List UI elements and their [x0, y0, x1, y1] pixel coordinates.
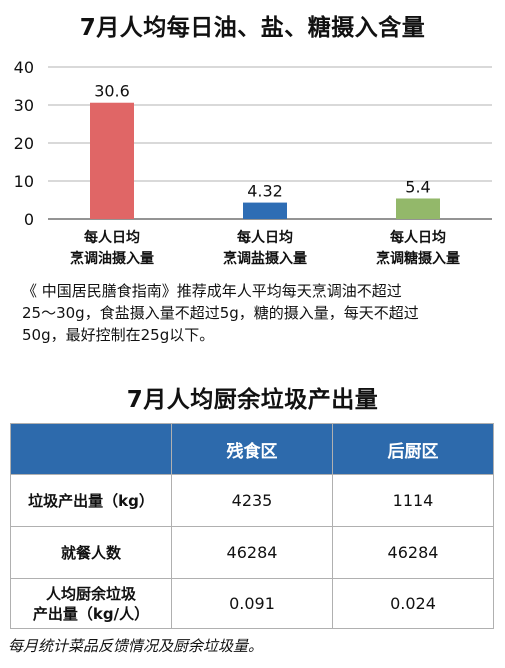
row-label-per-capita-line-1: 人均厨余垃圾 [45, 584, 136, 603]
note-line-3: 50g，最好控制在25g以下。 [22, 326, 215, 344]
y-tick-label: 10 [14, 172, 34, 191]
table-title: 7月人均厨余垃圾产出量 [126, 387, 379, 413]
footer-caption: 每月统计菜品反馈情况及厨余垃圾量。 [8, 637, 264, 655]
table-header-back-kitchen: 后厨区 [332, 423, 494, 475]
y-tick-label: 40 [14, 58, 34, 77]
row-label-per-capita: 人均厨余垃圾 产出量（kg/人） [10, 578, 172, 629]
dietary-guideline-note: 《 中国居民膳食指南》推荐成年人平均每天烹调油不超过 25～30g，食盐摄入量不… [22, 280, 487, 346]
table-cell: 46284 [171, 526, 333, 579]
x-tick-label: 烹调糖摄入量 [376, 250, 460, 267]
table-row: 人均厨余垃圾 产出量（kg/人） 0.091 0.024 [10, 578, 494, 629]
data-label: 5.4 [405, 177, 430, 196]
y-tick-label: 30 [14, 96, 34, 115]
table-cell: 0.024 [332, 578, 494, 629]
table-header-leftover-area: 残食区 [171, 423, 333, 475]
table-cell: 1114 [332, 474, 494, 527]
x-tick-label: 每人日均 [237, 229, 293, 246]
x-tick-label: 每人日均 [390, 229, 446, 246]
bar [243, 202, 287, 219]
table-header-row: 残食区 后厨区 [10, 423, 494, 475]
y-tick-label: 0 [24, 210, 34, 229]
table-cell: 4235 [171, 474, 333, 527]
table-row: 就餐人数 46284 46284 [10, 526, 494, 579]
row-label-diners: 就餐人数 [10, 526, 172, 579]
table-header-empty [10, 423, 172, 475]
bar [396, 198, 440, 219]
kitchen-waste-table: 残食区 后厨区 垃圾产出量（kg） 4235 1114 就餐人数 46284 4… [10, 423, 494, 629]
bar [90, 102, 134, 219]
data-label: 30.6 [94, 82, 130, 101]
row-label-per-capita-line-2: 产出量（kg/人） [32, 604, 150, 623]
note-line-2: 25～30g，食盐摄入量不超过5g，糖的摄入量，每天不超过 [22, 304, 419, 322]
x-tick-label: 烹调油摄入量 [70, 250, 154, 267]
table-cell: 46284 [332, 526, 494, 579]
row-label-waste-output: 垃圾产出量（kg） [10, 474, 172, 527]
table-row: 垃圾产出量（kg） 4235 1114 [10, 474, 494, 527]
chart-title: 7月人均每日油、盐、糖摄入含量 [79, 15, 426, 41]
note-line-1: 《 中国居民膳食指南》推荐成年人平均每天烹调油不超过 [22, 282, 402, 300]
table-cell: 0.091 [171, 578, 333, 629]
x-tick-label: 每人日均 [84, 229, 140, 246]
x-tick-label: 烹调盐摄入量 [223, 250, 307, 267]
y-tick-label: 20 [14, 134, 34, 153]
data-label: 4.32 [247, 182, 283, 201]
